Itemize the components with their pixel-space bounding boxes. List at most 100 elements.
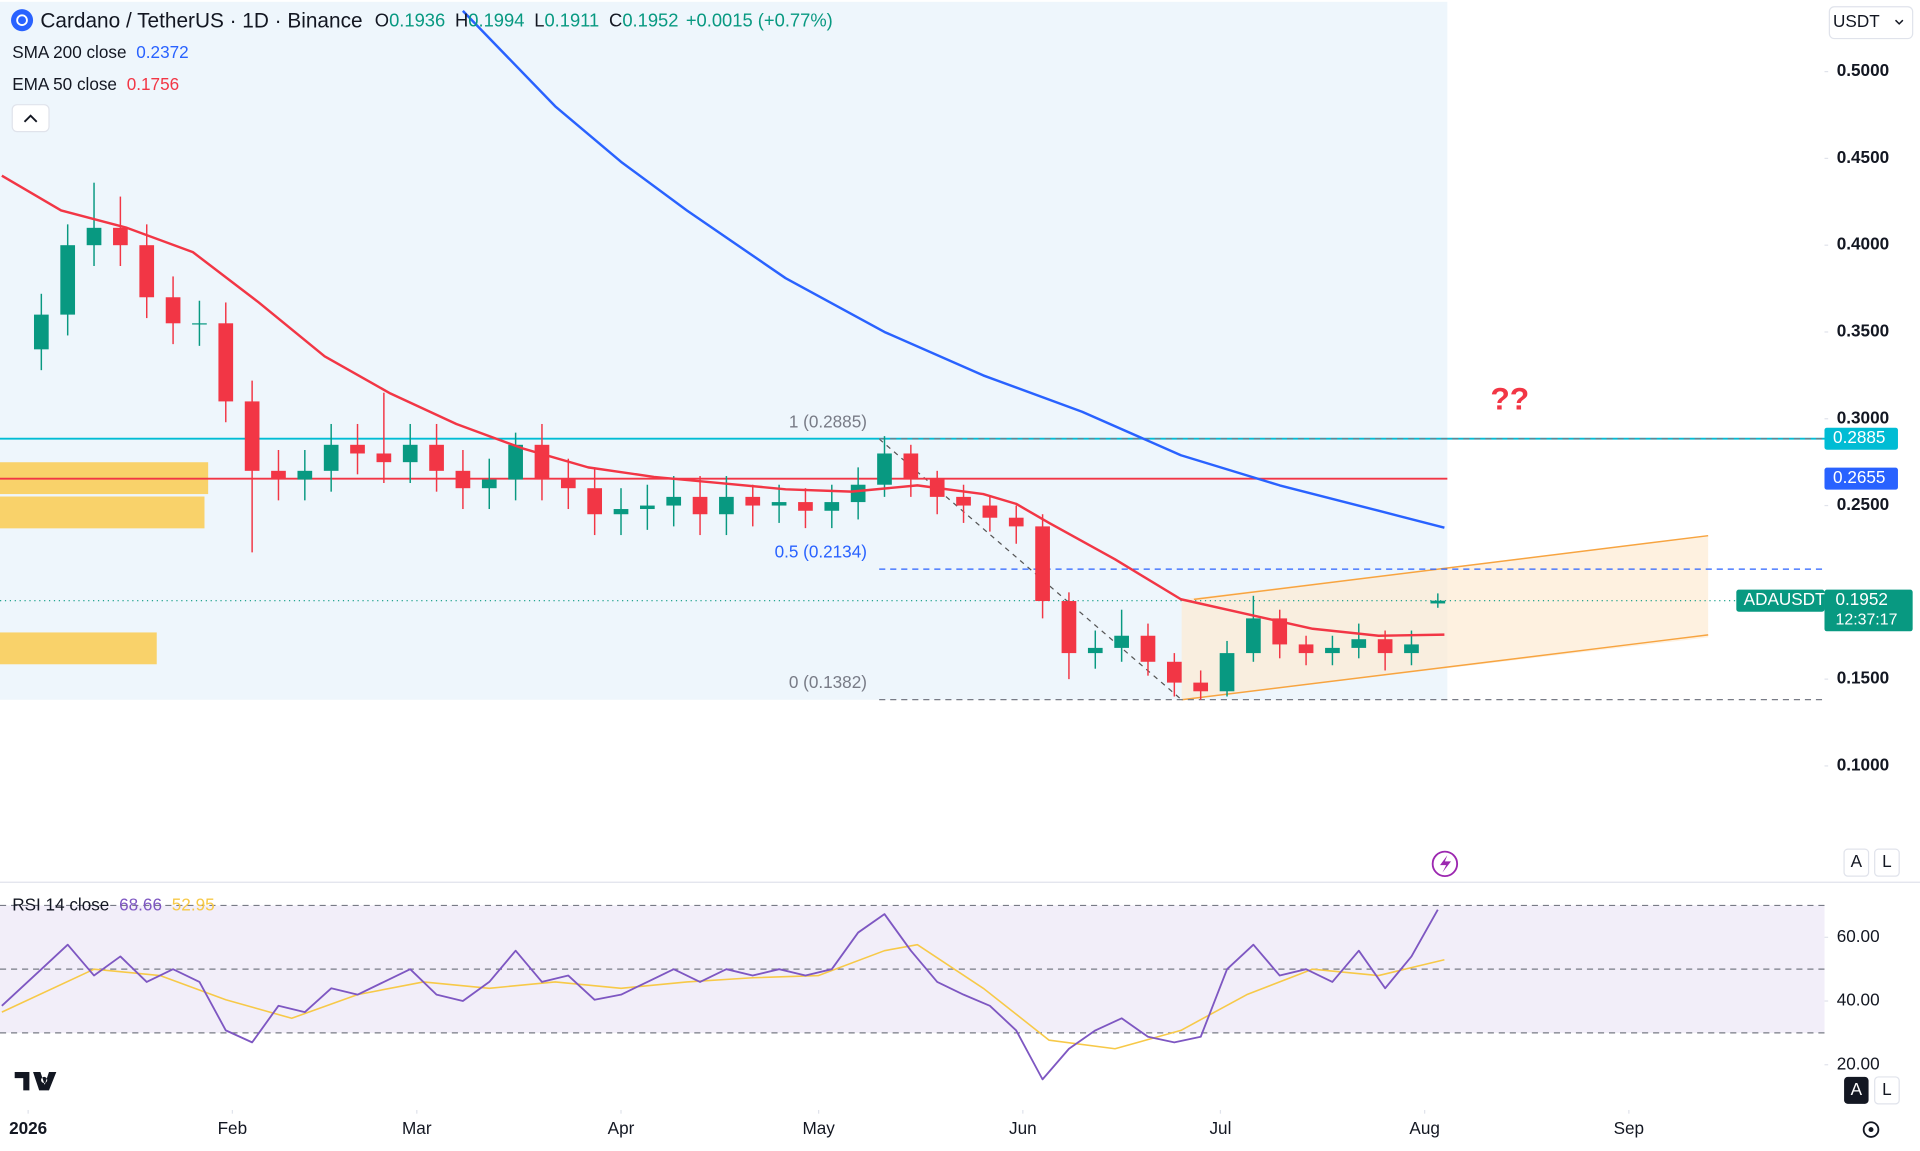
ohlc-value: 0.1936	[389, 9, 445, 30]
fib-label: 0 (0.1382)	[789, 672, 867, 692]
settings-icon[interactable]	[1862, 1121, 1880, 1138]
auto-scale-button[interactable]	[1844, 1076, 1869, 1104]
y-tick-label: 20.00	[1837, 1053, 1880, 1073]
y-tick-label: 0.1500	[1837, 668, 1889, 688]
y-tick-label: 0.2500	[1837, 494, 1889, 514]
candle-body	[1061, 601, 1077, 654]
x-tick-label: Aug	[1409, 1118, 1439, 1138]
candle-body	[1377, 639, 1393, 654]
x-tick-label: Mar	[402, 1118, 432, 1138]
rsi-pane	[0, 904, 1825, 1081]
candle-body	[86, 227, 102, 246]
price-label: 0.2655	[1833, 467, 1885, 487]
currency: USDT	[1833, 11, 1880, 31]
candle-body	[903, 453, 919, 480]
candle-body	[1035, 526, 1050, 602]
collapse-icon	[23, 114, 38, 123]
log-scale-button[interactable]	[1874, 848, 1900, 877]
candle-body	[1351, 639, 1367, 648]
settings-icon-center	[1868, 1127, 1874, 1133]
y-tick-label: 0.3500	[1837, 321, 1889, 341]
scale-button-label: A	[1851, 1079, 1863, 1099]
rsi-line	[1, 909, 1439, 1081]
legend-value: 0.1756	[127, 74, 179, 94]
price-pane	[1, 10, 1446, 700]
auto-scale-button[interactable]	[1843, 848, 1870, 877]
dropdown-chevron	[1894, 19, 1904, 25]
fib-trend-line	[878, 438, 1183, 701]
candle-body	[587, 488, 603, 515]
scale-button-label: L	[1882, 1079, 1892, 1099]
candle-body	[666, 496, 682, 506]
x-tick-label: May	[802, 1118, 835, 1138]
channel-line	[1193, 534, 1709, 601]
candle-body	[60, 245, 76, 315]
price-label-box	[1824, 467, 1898, 490]
log-scale-button[interactable]	[1874, 1076, 1900, 1105]
legend-item: EMA 50 close 0.1756	[12, 74, 179, 94]
last-price-box	[1824, 589, 1913, 632]
candle-body	[1404, 644, 1419, 654]
legend-item: SMA 200 close 0.2372	[12, 42, 188, 62]
ohlc-label: L	[534, 9, 544, 30]
candle-body	[824, 502, 840, 511]
x-tick-label: Feb	[218, 1118, 248, 1138]
candle-body	[218, 323, 234, 402]
candle-body	[429, 444, 444, 471]
annotation: ??	[1490, 380, 1529, 416]
candle-body	[244, 401, 260, 471]
scale-button-label: L	[1882, 851, 1892, 871]
y-tick-label: 0.3000	[1837, 407, 1889, 427]
candle-body	[956, 496, 971, 506]
ohlc-value: 0.1952	[622, 9, 678, 30]
header: Cardano / TetherUS · 1D · Binance O0.1936…	[40, 9, 832, 32]
price-label-box	[1824, 427, 1898, 450]
channel-fill	[1181, 535, 1709, 700]
candle-body	[1219, 653, 1235, 692]
candle-body	[1114, 635, 1129, 648]
candle-body	[323, 444, 339, 471]
collapse-button[interactable]	[11, 104, 50, 133]
candle-body	[692, 496, 708, 515]
ohlc-label: O	[375, 9, 389, 30]
candle-body	[297, 470, 313, 480]
candle-body	[455, 470, 471, 489]
candle-body	[850, 484, 866, 503]
currency-dropdown[interactable]	[1828, 6, 1914, 40]
axes: 0.1000 0.1500 0.2500 0.3000 0.3500 0.4000 0.45…	[9, 60, 1913, 1138]
x-tick-label: Jul	[1209, 1118, 1231, 1138]
x-tick-label: 2026	[9, 1118, 47, 1138]
candle-body	[1193, 682, 1209, 692]
y-tick-label: 40.00	[1837, 990, 1880, 1010]
candle-body	[745, 496, 761, 506]
candle-body	[192, 323, 207, 325]
candle-body	[271, 470, 286, 480]
candle-body	[982, 505, 998, 518]
legend-name: SMA 200 close	[12, 42, 126, 62]
symbol-label: ADAUSDT	[1744, 589, 1826, 609]
ohlc-label: C	[609, 9, 622, 30]
ui: Cardano / TetherUS · 1D · Binance O0.1936…	[11, 6, 1914, 1138]
change: +0.0015 (+0.77%)	[686, 9, 833, 30]
y-tick-label: 0.5000	[1837, 60, 1889, 80]
candle-body	[877, 453, 892, 485]
symbol-label-box	[1736, 589, 1825, 612]
ohlc-value: 0.1911	[544, 9, 599, 30]
logo[interactable]	[14, 1072, 57, 1091]
candle-body	[1246, 618, 1261, 654]
alert-icon[interactable]	[1431, 850, 1459, 878]
candle-body	[1166, 661, 1182, 683]
legend-name: RSI 14 close	[12, 894, 109, 914]
candle-body	[1272, 618, 1288, 645]
countdown: 12:37:17	[1836, 611, 1898, 628]
candle-body	[376, 453, 392, 463]
candle-body	[1140, 635, 1156, 662]
candle-body	[640, 505, 655, 510]
candle-body	[719, 496, 734, 515]
candle-body	[771, 502, 787, 506]
x-tick-label: Apr	[608, 1118, 635, 1138]
scale-button-label: A	[1851, 851, 1863, 871]
candle-body	[350, 444, 365, 454]
